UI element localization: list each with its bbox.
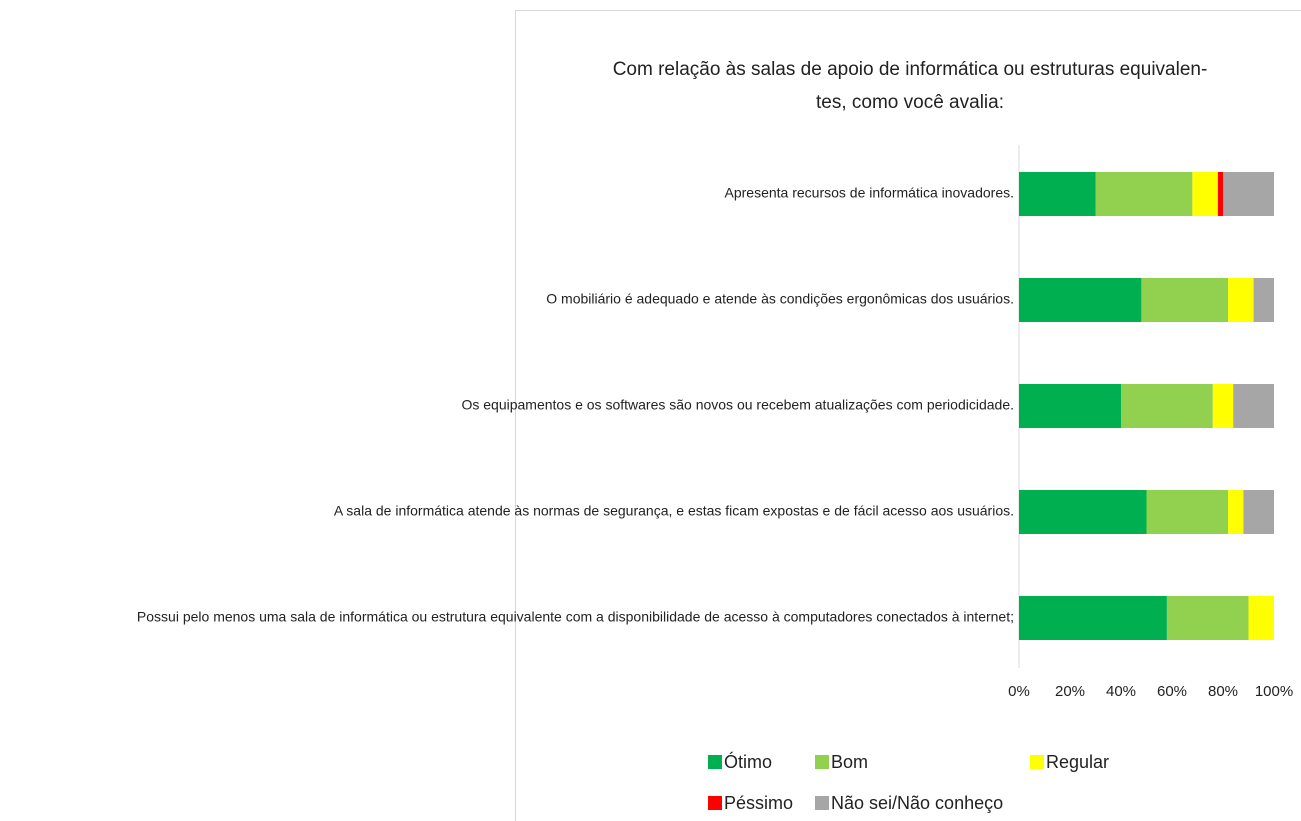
bar-segment [1228,278,1254,322]
chart-title: Com relação às salas de apoio de informá… [613,59,1208,80]
category-label: Os equipamentos e os softwares são novos… [461,397,1014,413]
legend-label: Ótimo [724,751,772,772]
category-label: O mobiliário é adequado e atende às cond… [546,291,1014,307]
bar-segment [1019,490,1147,534]
bar-segment [1192,172,1218,216]
legend-label: Regular [1046,752,1109,772]
category-label: A sala de informática atende às normas d… [334,503,1014,519]
bar-segment [1095,172,1193,216]
bar-segment [1019,172,1096,216]
legend-swatch [815,755,829,769]
bar-segment [1019,596,1167,640]
x-tick-label: 80% [1208,683,1238,700]
chart-frame [515,10,1301,821]
bar-segment [1121,384,1213,428]
x-tick-label: 20% [1055,683,1085,700]
bar-segment [1253,278,1274,322]
x-tick-label: 60% [1157,683,1187,700]
bar-segment [1228,490,1244,534]
x-tick-label: 40% [1106,683,1136,700]
legend-swatch [1030,755,1044,769]
bar-segment [1166,596,1249,640]
legend-swatch [708,755,722,769]
bar-segment [1019,384,1121,428]
x-tick-label: 100% [1255,683,1293,700]
x-tick-label: 0% [1008,683,1030,700]
category-label: Apresenta recursos de informática inovad… [725,185,1014,201]
legend-swatch [815,796,829,810]
legend-label: Não sei/Não conheço [831,793,1003,813]
chart-title: tes, como você avalia: [816,92,1004,113]
bar-segment [1141,278,1229,322]
category-label: Possui pelo menos uma sala de informátic… [137,609,1014,625]
bar-segment [1146,490,1229,534]
bar-segment [1223,172,1274,216]
legend-label: Péssimo [724,793,793,813]
bar-segment [1212,384,1234,428]
bar-segment [1248,596,1274,640]
legend-swatch [708,796,722,810]
bar-segment [1019,278,1142,322]
bar-segment [1243,490,1274,534]
bar-segment [1233,384,1274,428]
legend-label: Bom [831,752,868,772]
bar-segment [1217,172,1223,216]
